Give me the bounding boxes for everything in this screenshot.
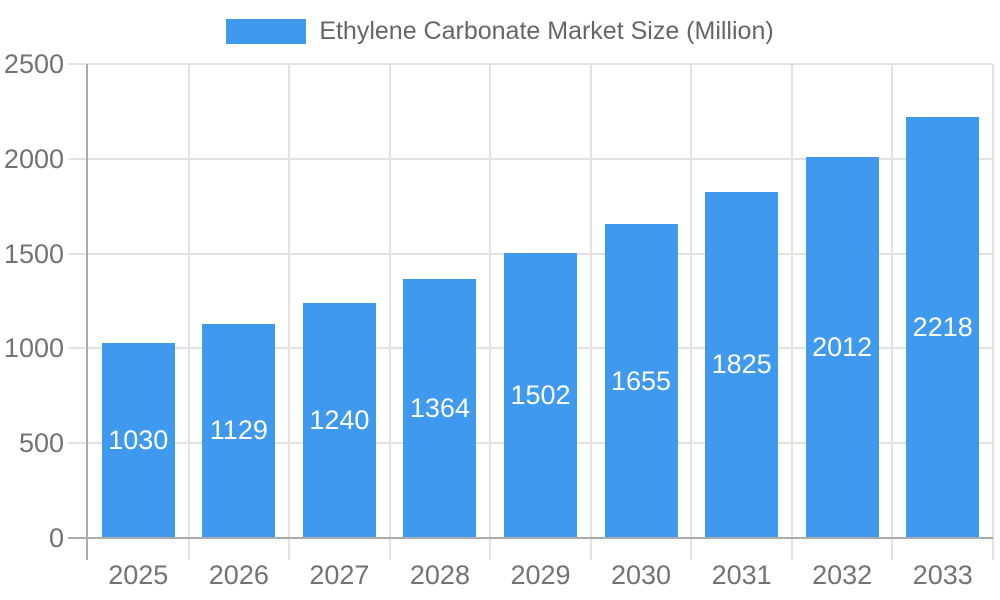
y-axis-label: 500 (18, 428, 64, 459)
bar-value-label: 1825 (711, 349, 772, 380)
x-axis-label: 2025 (108, 560, 169, 590)
x-axis-tick (992, 538, 994, 560)
bar-2028[interactable]: 1364 (403, 279, 477, 538)
x-gridline (288, 64, 291, 538)
x-axis-label: 2032 (812, 560, 873, 590)
y-axis-label: 1000 (3, 333, 64, 364)
bar-2030[interactable]: 1655 (604, 224, 678, 538)
y-axis-tick (68, 63, 88, 65)
x-axis-tick (690, 538, 693, 560)
y-gridline (88, 63, 993, 65)
bar-2025[interactable]: 1030 (101, 342, 175, 538)
x-gridline (891, 64, 894, 538)
y-axis-tick (68, 252, 88, 255)
y-gridline (88, 157, 993, 160)
bar-2026[interactable]: 1129 (202, 323, 276, 538)
x-axis-label: 2029 (510, 560, 571, 590)
bar-value-label: 1502 (510, 380, 571, 411)
bar-2031[interactable]: 1825 (705, 191, 779, 538)
x-axis-tick (388, 538, 391, 560)
legend-label: Ethylene Carbonate Market Size (Million) (319, 17, 774, 45)
x-axis-label: 2033 (912, 560, 973, 590)
bar-value-label: 2218 (912, 312, 973, 343)
x-gridline (489, 64, 492, 538)
x-axis-line (68, 537, 993, 539)
y-axis-label: 2000 (3, 143, 64, 174)
bar-2032[interactable]: 2012 (805, 156, 879, 538)
bar-value-label: 1364 (409, 393, 470, 424)
x-gridline (690, 64, 693, 538)
x-gridline (388, 64, 391, 538)
x-gridline (589, 64, 592, 538)
bar-value-label: 1240 (309, 404, 370, 435)
x-axis-label: 2031 (711, 560, 772, 590)
x-axis-label: 2026 (208, 560, 269, 590)
bar-value-label: 1030 (108, 424, 169, 455)
y-axis-line (86, 64, 88, 560)
legend-swatch (226, 19, 307, 44)
x-axis-label: 2030 (611, 560, 672, 590)
x-axis-label: 2028 (409, 560, 470, 590)
x-gridline (187, 64, 190, 538)
bar-2027[interactable]: 1240 (302, 302, 376, 538)
x-axis-tick (489, 538, 492, 560)
x-gridline (992, 64, 994, 538)
y-axis-label: 1500 (3, 238, 64, 269)
plot-area: 1030 1129 1240 1364 1502 1655 1825 2012 2218 (88, 63, 994, 538)
x-gridline (790, 64, 793, 538)
bar-2029[interactable]: 1502 (504, 253, 577, 538)
x-axis-tick (891, 538, 894, 560)
x-axis-tick (187, 538, 190, 560)
y-axis-label: 2500 (3, 49, 64, 79)
y-axis-tick (68, 347, 88, 350)
legend-item[interactable]: Ethylene Carbonate Market Size (Million) (0, 17, 1000, 46)
bar-2033[interactable]: 2218 (906, 117, 980, 538)
x-axis-tick (288, 538, 291, 560)
bar-value-label: 1655 (611, 365, 672, 396)
x-axis-tick (589, 538, 592, 560)
bar-value-label: 1129 (209, 415, 268, 446)
x-axis-tick (790, 538, 793, 560)
x-axis-label: 2027 (309, 560, 370, 590)
y-axis-tick (68, 442, 88, 445)
y-axis-tick (68, 157, 88, 160)
bar-value-label: 2012 (812, 331, 873, 362)
y-axis-label: 0 (48, 523, 64, 553)
